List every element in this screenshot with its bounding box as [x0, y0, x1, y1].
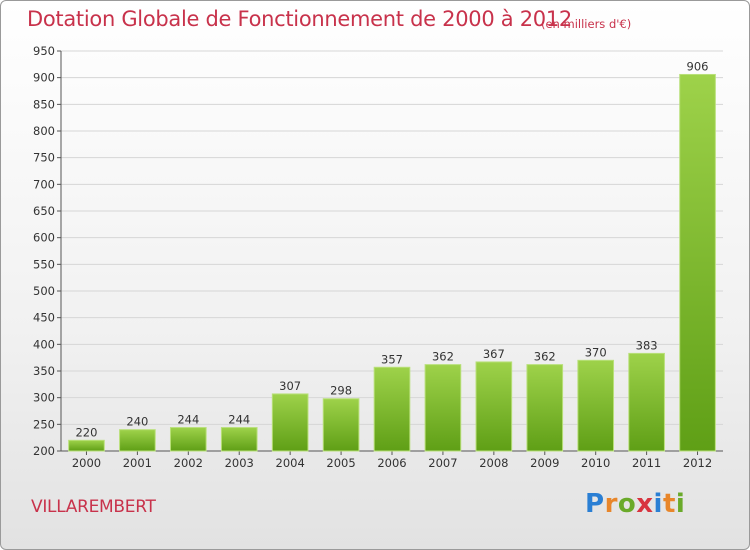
- bar-2000: [68, 439, 105, 452]
- bar-2005: [322, 398, 360, 452]
- bar-2010: [577, 359, 615, 452]
- y-tick-label: 250: [33, 417, 55, 431]
- y-tick-label: 550: [33, 257, 55, 271]
- y-tick-label: 200: [33, 444, 55, 458]
- value-label-2010: 370: [585, 345, 607, 359]
- value-label-2009: 362: [534, 350, 556, 364]
- value-label-2000: 220: [75, 425, 97, 439]
- y-tick-label: 650: [33, 204, 55, 218]
- chart-subtitle: (en milliers d'€): [541, 17, 632, 31]
- y-tick-label: 850: [33, 97, 55, 111]
- bar-2003: [220, 427, 258, 452]
- y-tick-label: 300: [33, 391, 55, 405]
- value-label-2007: 362: [432, 350, 454, 364]
- bar-2012: [679, 73, 716, 452]
- value-label-2008: 367: [483, 347, 505, 361]
- y-tick-label: 350: [33, 364, 55, 378]
- y-tick-label: 600: [33, 231, 55, 245]
- x-tick-label-2001: 2001: [123, 456, 152, 470]
- x-tick-label-2004: 2004: [276, 456, 305, 470]
- labels: 220 2000 240 2001 244 2002 244 2003 307 2004 298 20…: [72, 59, 712, 470]
- bars: [68, 73, 716, 452]
- x-tick-label-2003: 2003: [225, 456, 254, 470]
- x-tick-label-2002: 2002: [174, 456, 203, 470]
- x-tick-label-2000: 2000: [72, 456, 101, 470]
- logo-letter: x: [636, 489, 654, 519]
- y-tick-label: 500: [33, 284, 55, 298]
- value-label-2005: 298: [330, 384, 352, 398]
- logo-letter: P: [585, 489, 605, 519]
- x-tick-label-2010: 2010: [581, 456, 610, 470]
- y-tick-label: 750: [33, 151, 55, 165]
- logo-letter: i: [653, 489, 663, 519]
- commune-name: VILLAREMBERT: [31, 497, 156, 517]
- x-tick-label-2009: 2009: [530, 456, 559, 470]
- x-tick-label-2005: 2005: [326, 456, 355, 470]
- y-tick-label: 400: [33, 337, 55, 351]
- logo-letter: i: [675, 489, 686, 519]
- bar-2009: [526, 364, 564, 452]
- value-label-2012: 906: [687, 59, 709, 73]
- y-tick-label: 800: [33, 124, 55, 138]
- chart-title: Dotation Globale de Fonctionnement de 20…: [27, 7, 572, 31]
- proxiti-logo[interactable]: Proxiti: [585, 489, 685, 519]
- value-label-2004: 307: [279, 379, 301, 393]
- y-tick-label: 950: [33, 44, 55, 58]
- x-tick-label-2007: 2007: [428, 456, 457, 470]
- logo-letter: r: [604, 489, 618, 519]
- bar-2007: [424, 364, 462, 452]
- bar-2004: [271, 393, 309, 452]
- value-label-2006: 357: [381, 352, 403, 366]
- y-tick-label: 700: [33, 177, 55, 191]
- value-label-2001: 240: [126, 415, 148, 429]
- bar-2002: [169, 427, 207, 452]
- x-tick-label-2012: 2012: [683, 456, 712, 470]
- x-tick-label-2011: 2011: [632, 456, 661, 470]
- logo-letter: t: [662, 489, 676, 519]
- x-tick-label-2008: 2008: [479, 456, 508, 470]
- value-label-2003: 244: [228, 413, 250, 427]
- y-tick-label: 450: [33, 311, 55, 325]
- bar-2011: [628, 352, 665, 452]
- value-label-2002: 244: [177, 413, 199, 427]
- logo-letter: o: [617, 489, 637, 519]
- bar-2006: [373, 366, 411, 452]
- bar-2008: [475, 361, 513, 452]
- x-tick-label-2006: 2006: [377, 456, 406, 470]
- value-label-2011: 383: [636, 338, 658, 352]
- bar-2001: [119, 429, 156, 452]
- y-tick-label: 900: [33, 71, 55, 85]
